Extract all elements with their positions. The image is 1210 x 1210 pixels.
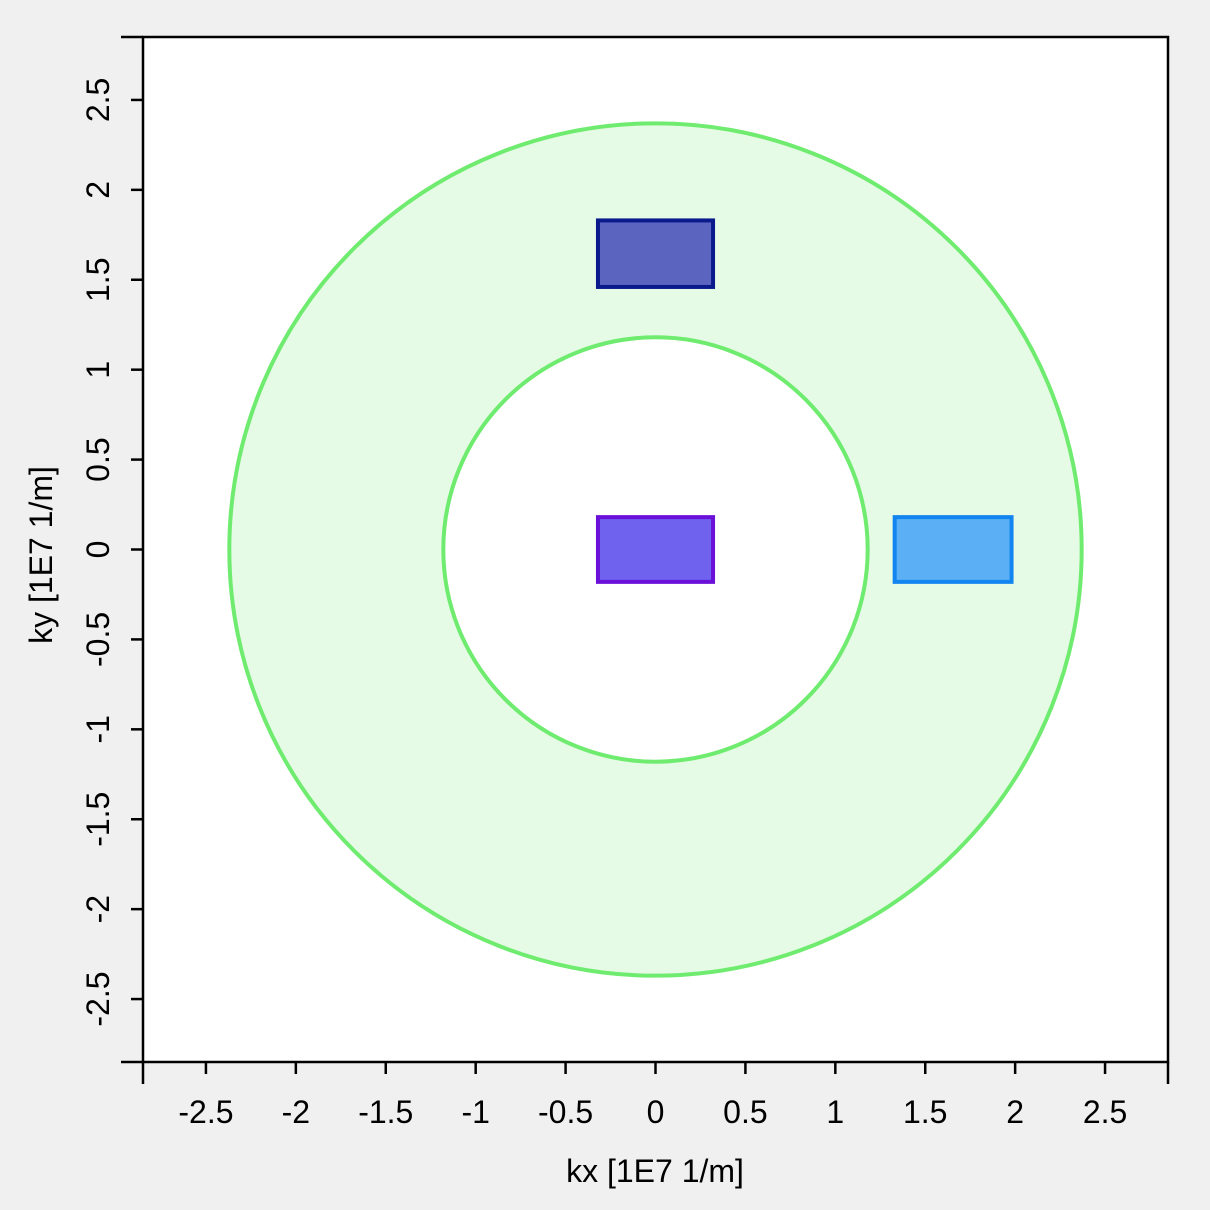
y-tick-label: 1 <box>80 361 116 379</box>
y-tick-label: 2.5 <box>80 78 116 122</box>
x-tick-label: 0.5 <box>723 1094 767 1130</box>
y-tick-label: -1 <box>80 715 116 743</box>
x-tick-label: 1.5 <box>903 1094 947 1130</box>
x-tick-label: -2.5 <box>178 1094 233 1130</box>
y-tick-label: 0 <box>80 541 116 559</box>
outer-circle <box>227 121 1084 978</box>
x-axis-title: kx [1E7 1/m] <box>566 1153 744 1189</box>
inner-circle <box>441 335 870 764</box>
x-tick-label: 1 <box>826 1094 844 1130</box>
y-tick-label: -2 <box>80 895 116 923</box>
x-tick-label: 0 <box>647 1094 665 1130</box>
k-rectangle-1 <box>595 218 716 289</box>
y-tick-label: 2 <box>80 181 116 199</box>
k-rectangle-3 <box>892 515 1014 584</box>
x-tick-label: -1.5 <box>358 1094 413 1130</box>
data-layer <box>227 121 1084 978</box>
annulus-fill <box>229 123 1082 976</box>
y-tick-label: -0.5 <box>80 612 116 667</box>
y-tick-label: -2.5 <box>80 971 116 1026</box>
y-axis: -2.5 -2 -1.5 -1 -0.5 0 0.5 1 1.5 2 2.5 <box>80 35 143 1064</box>
x-tick-label: -0.5 <box>538 1094 593 1130</box>
y-tick-label: 1.5 <box>80 258 116 302</box>
x-tick-label: 2 <box>1006 1094 1024 1130</box>
x-tick-label: 2.5 <box>1083 1094 1127 1130</box>
y-tick-label: -1.5 <box>80 792 116 847</box>
x-tick-label: -1 <box>461 1094 489 1130</box>
k-rectangle-2 <box>595 515 716 584</box>
y-tick-label: 0.5 <box>80 437 116 481</box>
x-axis: -2.5 -2 -1.5 -1 -0.5 0 0.5 1 1.5 2 2.5 <box>141 1062 1170 1130</box>
y-axis-title: ky [1E7 1/m] <box>23 466 59 644</box>
x-tick-label: -2 <box>282 1094 310 1130</box>
